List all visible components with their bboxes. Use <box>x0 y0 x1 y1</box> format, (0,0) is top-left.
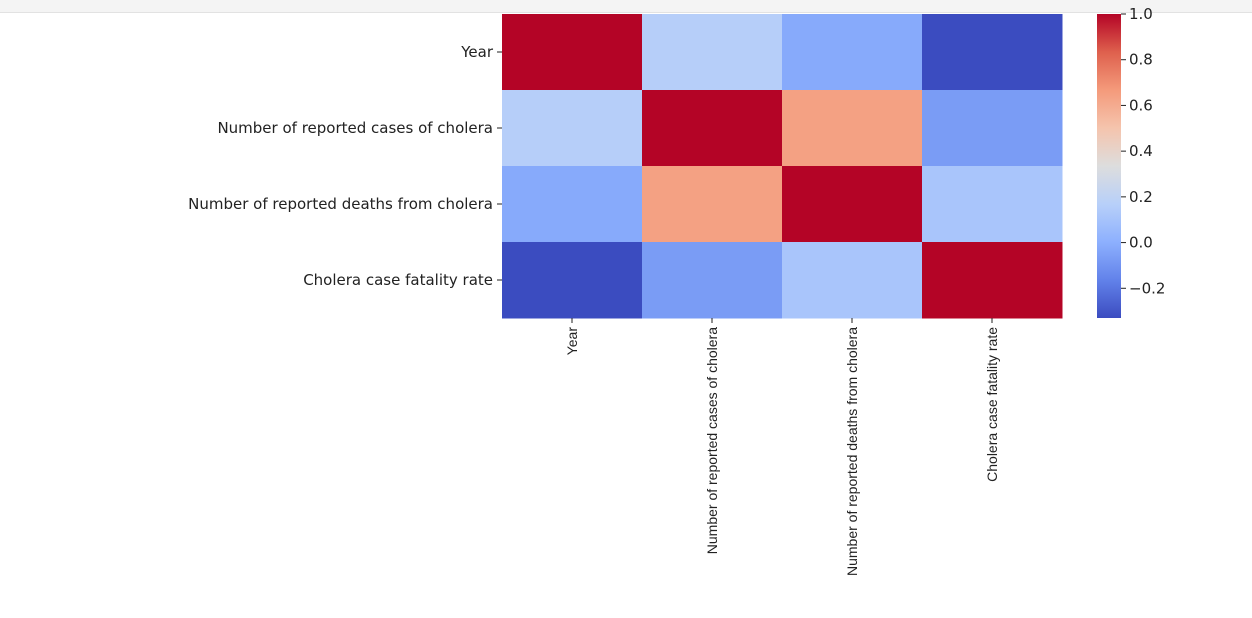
colorbar-tick-label: 0.2 <box>1129 188 1153 206</box>
y-tick-label: Number of reported deaths from cholera <box>188 195 493 213</box>
heatmap-cell <box>502 14 643 91</box>
heatmap-cell <box>922 14 1063 91</box>
heatmap-cell <box>922 90 1063 167</box>
x-tick-label: Number of reported deaths from cholera <box>844 327 860 576</box>
top-bar <box>0 0 1252 13</box>
colorbar-tick-label: 0.6 <box>1129 96 1153 114</box>
heatmap-cell <box>642 14 783 91</box>
y-tick-label: Year <box>460 43 494 61</box>
heatmap-cell <box>782 14 923 91</box>
colorbar-gradient <box>1097 14 1121 318</box>
heatmap-cell <box>782 242 923 319</box>
heatmap-cell <box>502 166 643 243</box>
x-tick-label: Cholera case fatality rate <box>984 327 1000 482</box>
x-tick-label: Year <box>564 327 580 356</box>
colorbar-tick-label: 0.0 <box>1129 234 1153 252</box>
heatmap-cell <box>642 90 783 167</box>
x-tick-labels: Year Number of reported cases of cholera N… <box>564 318 1000 576</box>
colorbar-tick-label: 0.8 <box>1129 51 1153 69</box>
heatmap-cell <box>782 90 923 167</box>
colorbar-tick-label: −0.2 <box>1129 279 1165 297</box>
heatmap-cell <box>642 242 783 319</box>
y-tick-label: Number of reported cases of cholera <box>217 119 493 137</box>
heatmap-cell <box>782 166 923 243</box>
heatmap-cell <box>922 242 1063 319</box>
heatmap-cell <box>642 166 783 243</box>
heatmap-cells <box>502 14 1063 319</box>
y-tick-labels: Year Number of reported cases of cholera N… <box>188 43 502 289</box>
colorbar: 1.0 0.8 0.6 0.4 0.2 0.0 −0.2 <box>1097 5 1165 318</box>
colorbar-tick-label: 0.4 <box>1129 142 1153 160</box>
y-tick-label: Cholera case fatality rate <box>303 271 493 289</box>
heatmap-cell <box>922 166 1063 243</box>
colorbar-tick-label: 1.0 <box>1129 5 1153 23</box>
x-tick-label: Number of reported cases of cholera <box>704 327 720 554</box>
heatmap-cell <box>502 90 643 167</box>
heatmap-cell <box>502 242 643 319</box>
